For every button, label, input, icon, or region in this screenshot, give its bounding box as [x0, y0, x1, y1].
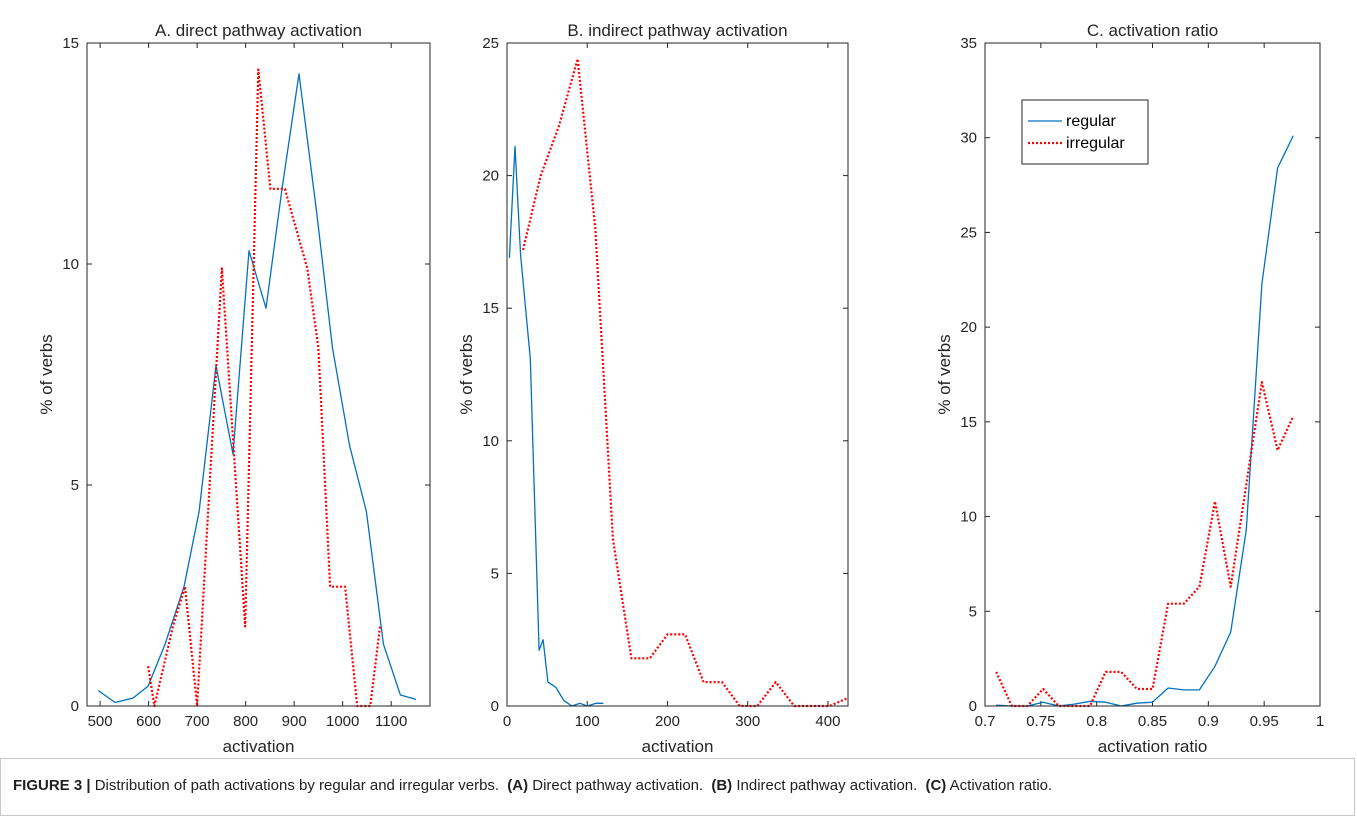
axes-box: [506, 42, 849, 707]
series-line: [97, 73, 417, 704]
series-line: [995, 381, 1295, 708]
x-tick-label: 500: [88, 713, 113, 730]
series-line: [996, 135, 1294, 707]
caption-part-label: (A): [507, 777, 529, 794]
x-tick-label: 0.95: [1250, 713, 1279, 730]
y-tick-label: 30: [960, 130, 977, 147]
y-axis-label: % of verbs: [37, 334, 56, 414]
x-tick-label: 0.7: [975, 713, 996, 730]
y-axis-label: % of verbs: [457, 334, 476, 414]
series-line: [147, 68, 382, 708]
x-axis-label: activation: [223, 737, 295, 756]
caption-part-text: Indirect pathway activation.: [736, 777, 918, 794]
axes-box: [984, 42, 1321, 707]
legend: regular irregular: [1021, 99, 1149, 165]
y-tick-label: 35: [960, 35, 977, 52]
x-tick-label: 400: [815, 713, 840, 730]
legend-label: irregular: [1066, 135, 1125, 152]
x-tick-label: 0: [503, 713, 511, 730]
caption-part-label: (C): [925, 777, 947, 794]
series-line: [508, 145, 604, 707]
x-tick-label: 900: [282, 713, 307, 730]
figure: A. direct pathway activation activation % …: [37, 21, 1324, 756]
y-tick-label: 5: [71, 477, 79, 494]
y-tick-label: 10: [482, 433, 499, 450]
legend-label: regular: [1066, 113, 1116, 130]
caption-part-text: Direct pathway activation.: [532, 777, 704, 794]
x-tick-label: 0.85: [1138, 713, 1167, 730]
y-tick-label: 10: [960, 509, 977, 526]
chart-title: B. indirect pathway activation: [567, 21, 787, 40]
y-tick-label: 25: [482, 35, 499, 52]
y-tick-label: 0: [491, 698, 499, 715]
x-axis-label: activation: [642, 737, 714, 756]
x-tick-label: 800: [233, 713, 258, 730]
x-tick-label: 1: [1316, 713, 1324, 730]
x-tick-label: 600: [136, 713, 161, 730]
y-tick-label: 25: [960, 224, 977, 241]
y-tick-label: 15: [960, 414, 977, 431]
caption-label: FIGURE 3 |: [13, 777, 91, 794]
chart-title: A. direct pathway activation: [155, 21, 362, 40]
x-tick-label: 1000: [326, 713, 359, 730]
y-tick-label: 10: [62, 256, 79, 273]
x-tick-label: 0.8: [1086, 713, 1107, 730]
caption-text: Distribution of path activations by regu…: [94, 777, 500, 794]
y-axis-label: % of verbs: [935, 334, 954, 414]
caption: FIGURE 3 | Distribution of path activati…: [0, 758, 1355, 816]
y-tick-label: 5: [969, 603, 977, 620]
legend-box: [1021, 99, 1149, 165]
x-tick-label: 0.9: [1198, 713, 1219, 730]
x-tick-label: 700: [185, 713, 210, 730]
x-tick-label: 200: [655, 713, 680, 730]
y-tick-label: 0: [71, 698, 79, 715]
y-tick-label: 20: [482, 168, 499, 185]
y-tick-label: 20: [960, 319, 977, 336]
y-tick-label: 5: [491, 565, 499, 582]
x-tick-label: 100: [575, 713, 600, 730]
series-line: [521, 57, 849, 708]
caption-part-text: Activation ratio.: [949, 777, 1053, 794]
x-tick-label: 0.75: [1026, 713, 1055, 730]
y-tick-label: 15: [482, 300, 499, 317]
chart-title: C. activation ratio: [1087, 21, 1218, 40]
y-tick-label: 0: [969, 698, 977, 715]
x-tick-label: 1100: [375, 713, 407, 730]
y-tick-label: 15: [62, 35, 79, 52]
x-axis-label: activation ratio: [1098, 737, 1208, 756]
axes-box: [86, 42, 431, 707]
x-tick-label: 300: [735, 713, 760, 730]
caption-part-label: (B): [711, 777, 733, 794]
